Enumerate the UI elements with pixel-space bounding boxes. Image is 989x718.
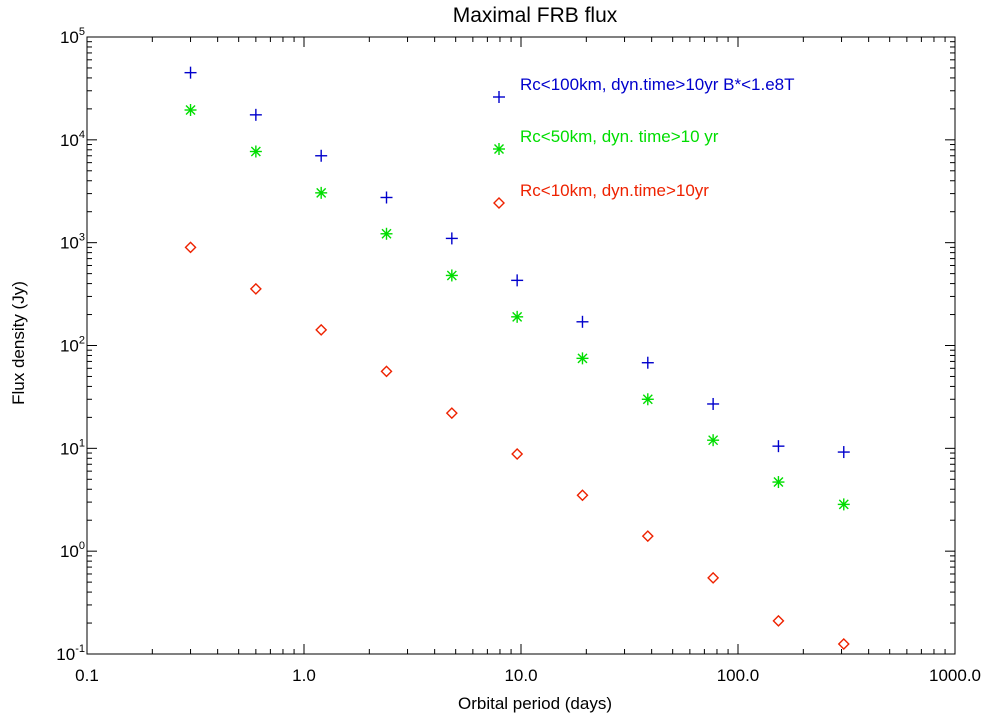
data-point-asterisk (511, 310, 524, 323)
legend: Rc<100km, dyn.time>10yr B*<1.e8T Rc<50km,… (493, 75, 795, 209)
data-point-asterisk (445, 269, 458, 282)
data-point-diamond (641, 530, 654, 543)
data-point-plus (315, 149, 328, 162)
data-point-diamond (511, 448, 524, 461)
y-tick-label: 101 (60, 437, 85, 458)
legend-marker-plus (493, 91, 505, 103)
data-point-asterisk (576, 352, 589, 365)
legend-marker-diamond (493, 197, 505, 209)
data-point-plus (772, 440, 785, 453)
series-3 (184, 241, 850, 651)
data-point-diamond (249, 282, 262, 295)
data-point-plus (837, 446, 850, 459)
data-point-diamond (315, 323, 328, 336)
y-axis-title: Flux density (Jy) (9, 281, 28, 405)
data-point-asterisk (772, 476, 785, 489)
legend-label: Rc<10km, dyn.time>10yr (520, 181, 709, 200)
data-point-diamond (837, 638, 850, 651)
y-tick-label: 104 (60, 129, 85, 150)
data-point-asterisk (184, 104, 197, 117)
data-point-asterisk (315, 186, 328, 199)
data-point-plus (707, 397, 720, 410)
x-tick-label: 1.0 (292, 666, 316, 685)
data-point-plus (249, 108, 262, 121)
data-point-diamond (707, 571, 720, 584)
data-point-diamond (772, 614, 785, 627)
data-point-asterisk (641, 393, 654, 406)
series-1 (184, 66, 850, 459)
data-point-plus (184, 66, 197, 79)
data-point-asterisk (707, 434, 720, 447)
x-tick-label: 100.0 (717, 666, 760, 685)
data-point-plus (380, 191, 393, 204)
x-tick-labels: 0.1 1.0 10.0 100.0 1000.0 (75, 666, 981, 685)
data-point-diamond (445, 407, 458, 420)
legend-marker-asterisk (493, 143, 505, 155)
data-point-plus (641, 356, 654, 369)
y-tick-label: 103 (60, 232, 85, 253)
x-tick-label: 10.0 (504, 666, 537, 685)
data-point-diamond (576, 489, 589, 502)
series-2 (184, 104, 850, 511)
y-tick-labels: 10-1 100 101 102 103 104 105 (56, 26, 85, 664)
data-point-asterisk (837, 498, 850, 511)
y-tick-label: 105 (60, 26, 85, 47)
data-point-diamond (380, 365, 393, 378)
chart-title: Maximal FRB flux (453, 4, 618, 27)
data-point-plus (445, 232, 458, 245)
data-point-plus (576, 315, 589, 328)
data-point-plus (511, 274, 524, 287)
y-tick-label: 102 (60, 335, 85, 356)
x-tick-label: 1000.0 (929, 666, 981, 685)
legend-label: Rc<50km, dyn. time>10 yr (520, 127, 719, 146)
x-axis-title: Orbital period (days) (458, 694, 612, 713)
data-point-asterisk (249, 145, 262, 158)
legend-label: Rc<100km, dyn.time>10yr B*<1.e8T (520, 75, 795, 94)
x-tick-label: 0.1 (75, 666, 99, 685)
data-points (184, 66, 850, 651)
y-tick-label: 10-1 (56, 643, 85, 664)
axis-ticks (86, 36, 956, 655)
data-point-asterisk (380, 227, 393, 240)
data-point-diamond (184, 241, 197, 254)
y-tick-label: 100 (60, 540, 85, 561)
